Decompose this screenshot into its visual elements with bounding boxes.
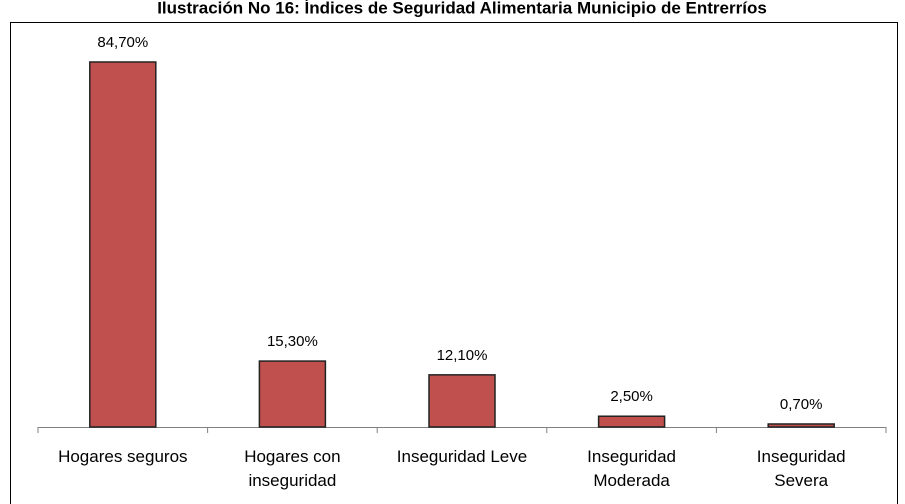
x-tick-label-line: Hogares seguros: [58, 447, 187, 466]
x-tick-label: Hogares con inseguridad: [244, 447, 340, 490]
bar: [89, 61, 157, 428]
x-tick-label-line: Hogares con: [244, 447, 340, 466]
data-label: 2,50%: [610, 388, 653, 405]
x-tick-label: Inseguridad Moderada: [587, 447, 676, 490]
bar: [258, 360, 327, 428]
data-label: 12,10%: [437, 347, 488, 364]
data-label: 84,70%: [97, 34, 148, 51]
x-tick-label: Hogares seguros: [58, 447, 187, 466]
x-tick-label-line: Moderada: [593, 471, 670, 490]
x-tick-label-line: Severa: [774, 471, 828, 490]
x-tick-label-line: Inseguridad Leve: [397, 447, 527, 466]
x-tick-label-line: inseguridad: [248, 471, 336, 490]
chart-title: Ilustración No 16: Índices de Seguridad …: [157, 0, 767, 17]
data-label: 0,70%: [780, 396, 823, 413]
bar: [767, 423, 835, 428]
bar: [428, 374, 496, 428]
data-label: 15,30%: [267, 333, 318, 350]
x-tick-label: Inseguridad Leve: [397, 447, 527, 466]
bar: [597, 415, 666, 428]
x-tick-label: Inseguridad Severa: [757, 447, 846, 490]
x-tick-label-line: Inseguridad: [587, 447, 676, 466]
x-tick-label-line: Inseguridad: [757, 447, 846, 466]
